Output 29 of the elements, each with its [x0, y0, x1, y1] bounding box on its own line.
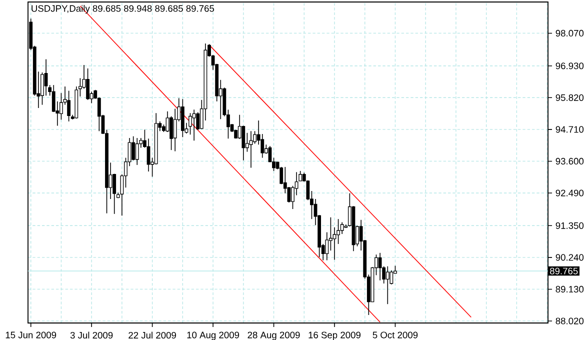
- x-tick-label: 3 Jul 2009: [70, 332, 113, 339]
- x-tick-label: 16 Sep 2009: [308, 332, 361, 340]
- candlestick: [332, 226, 336, 260]
- y-tick-label: 91.350: [556, 222, 584, 229]
- candlestick: [192, 109, 196, 141]
- x-tick-label: 22 Jul 2009: [128, 332, 176, 339]
- candlestick: [132, 136, 136, 161]
- candlestick: [135, 138, 139, 166]
- y-tick-label: 95.820: [556, 94, 584, 101]
- x-tick-label: 28 Aug 2009: [248, 332, 300, 340]
- y-tick-label: 94.710: [556, 126, 584, 133]
- ref-line-label: 89.765: [550, 268, 578, 274]
- y-tick-label: 89.130: [556, 286, 584, 293]
- y-tick-label: 88.020: [556, 318, 584, 324]
- y-tick-label: 92.490: [556, 190, 584, 196]
- y-tick-label: 98.070: [556, 30, 584, 37]
- candlestick: [67, 90, 71, 122]
- candlestick: [340, 222, 344, 234]
- candlestick: [180, 98, 184, 138]
- candlestick: [386, 266, 390, 304]
- y-tick-label: 93.600: [556, 158, 584, 165]
- x-tick-label: 10 Aug 2009: [187, 332, 240, 340]
- candlestick: [325, 232, 329, 261]
- candlestick: [287, 186, 291, 203]
- y-tick-label: 96.930: [556, 62, 584, 70]
- x-tick-label: 5 Oct 2009: [372, 332, 418, 338]
- y-tick-label: 90.240: [556, 254, 584, 261]
- x-tick-label: 15 Jun 2009: [6, 332, 56, 338]
- candlestick: [86, 68, 90, 100]
